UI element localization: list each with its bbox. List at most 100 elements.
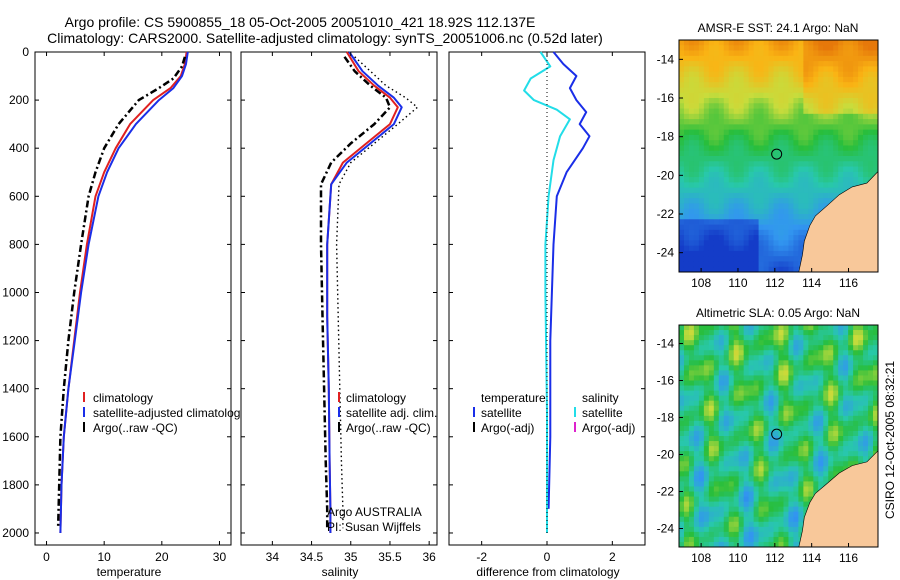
map-cell	[763, 345, 769, 351]
map-xtick-label: 108	[691, 276, 711, 290]
map-cell	[723, 461, 730, 467]
map-cell	[793, 87, 799, 94]
series-line-argo	[319, 56, 392, 529]
salinity-xlabel: salinity	[322, 565, 359, 579]
map-cell	[788, 335, 794, 341]
map-cell	[788, 375, 794, 381]
map-cell	[763, 425, 769, 432]
map-cell	[848, 61, 854, 67]
map-cell	[793, 501, 799, 508]
map-cell	[713, 410, 720, 417]
map-cell	[798, 245, 804, 252]
map-cell	[738, 385, 745, 391]
map-cell	[728, 224, 735, 231]
map-cell	[708, 235, 715, 241]
map-cell	[798, 229, 804, 236]
map-cell	[713, 198, 720, 204]
map-cell	[763, 330, 769, 336]
map-cell	[788, 103, 794, 109]
map-cell	[713, 481, 720, 487]
map-cell	[803, 400, 809, 407]
map-cell	[793, 124, 799, 131]
map-cell	[793, 177, 799, 183]
map-cell	[693, 198, 700, 204]
map-cell	[688, 150, 695, 157]
map-cell	[793, 229, 799, 236]
map-cell	[868, 390, 874, 397]
map-cell	[679, 446, 685, 452]
map-cell	[679, 476, 685, 482]
map-cell	[778, 266, 784, 273]
map-cell	[778, 119, 784, 125]
map-cell	[758, 71, 764, 78]
map-cell	[738, 521, 745, 528]
map-cell	[688, 511, 695, 518]
map-cell	[743, 486, 750, 492]
map-cell	[873, 425, 879, 432]
map-cell	[833, 335, 839, 341]
map-cell	[773, 150, 779, 157]
map-cell	[743, 171, 750, 178]
map-cell	[743, 166, 750, 173]
map-cell	[723, 119, 730, 125]
map-cell	[808, 82, 814, 88]
map-cell	[773, 425, 779, 432]
map-cell	[763, 405, 769, 412]
map-cell	[793, 526, 799, 533]
map-cell	[738, 491, 745, 497]
map-cell	[728, 182, 735, 189]
map-cell	[683, 325, 690, 331]
map-cell	[698, 145, 705, 152]
map-cell	[803, 98, 809, 104]
map-cell	[808, 76, 814, 83]
map-cell	[788, 385, 794, 391]
map-cell	[788, 506, 794, 513]
map-cell	[703, 360, 710, 366]
map-cell	[698, 250, 705, 257]
map-cell	[848, 375, 854, 381]
map-cell	[863, 415, 869, 422]
map-cell	[863, 451, 869, 457]
map-cell	[733, 129, 740, 136]
map-cell	[679, 108, 685, 115]
map-cell	[718, 45, 725, 51]
map-cell	[763, 129, 769, 136]
map-cell	[798, 166, 804, 173]
map-cell	[823, 66, 829, 73]
map-cell	[798, 87, 804, 94]
map-cell	[848, 108, 854, 115]
map-cell	[813, 61, 819, 67]
map-cell	[748, 66, 755, 73]
map-cell	[828, 187, 834, 194]
map-cell	[758, 245, 764, 252]
map-cell	[708, 103, 715, 109]
map-cell	[713, 350, 720, 356]
map-cell	[868, 156, 874, 162]
map-cell	[818, 166, 824, 173]
map-cell	[738, 66, 745, 73]
map-cell	[793, 461, 799, 467]
map-cell	[733, 98, 740, 104]
map-cell	[679, 471, 685, 477]
map-cell	[679, 87, 685, 94]
map-cell	[798, 150, 804, 157]
map-cell	[873, 161, 879, 167]
map-cell	[693, 261, 700, 268]
map-cell	[703, 171, 710, 178]
map-cell	[773, 134, 779, 141]
map-cell	[823, 446, 829, 452]
map-cell	[718, 446, 725, 452]
map-cell	[763, 203, 769, 210]
map-cell	[803, 92, 809, 99]
map-cell	[833, 140, 839, 146]
map-cell	[848, 45, 854, 51]
map-cell	[788, 171, 794, 178]
map-cell	[833, 71, 839, 78]
map-cell	[848, 390, 854, 397]
map-cell	[748, 375, 755, 381]
map-cell	[818, 395, 824, 402]
map-cell	[813, 410, 819, 417]
map-cell	[823, 124, 829, 131]
map-cell	[723, 66, 730, 73]
map-cell	[828, 129, 834, 136]
